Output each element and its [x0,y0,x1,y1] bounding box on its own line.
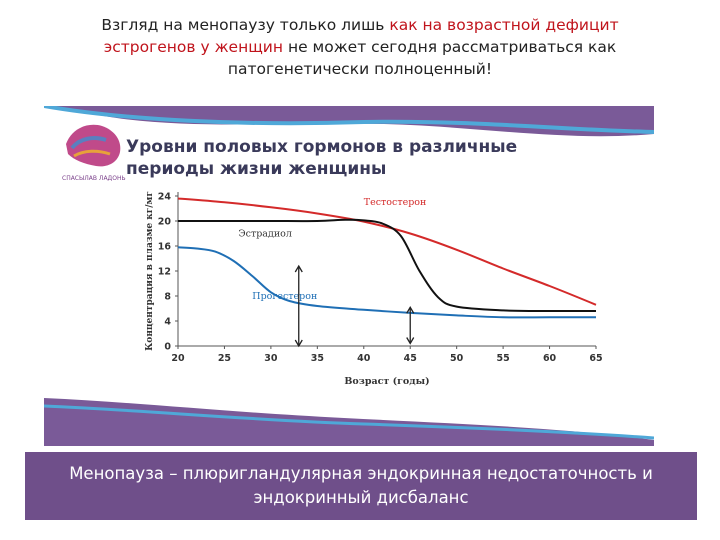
footer-banner: Менопауза – плюригландулярная эндокринна… [25,452,697,520]
series-line-0 [177,197,597,306]
top-wave-blue [44,106,654,134]
x-tick-label: 65 [589,353,602,364]
chart-svg: СПАСЫЛАВ ЛАДОНЬ Уровни половых гормонов … [44,106,654,446]
y-tick-label: 4 [164,317,171,328]
y-tick-label: 8 [164,292,171,303]
y-tick-label: 24 [158,192,172,203]
x-tick-label: 20 [171,353,185,364]
slide-title: Взгляд на менопаузу только лишь как на в… [40,14,680,80]
x-tick-label: 25 [218,353,231,364]
hand-logo: СПАСЫЛАВ ЛАДОНЬ [62,124,126,182]
chart-panel: СПАСЫЛАВ ЛАДОНЬ Уровни половых гормонов … [44,106,654,446]
x-tick-label: 45 [404,353,417,364]
x-tick-label: 30 [264,353,278,364]
double-arrow-head-bottom [294,339,303,348]
y-tick-label: 0 [164,342,171,353]
series-label-0: Тестостерон [364,197,427,208]
x-tick-label: 35 [311,353,324,364]
footer-line-1: Менопауза – плюригландулярная эндокринна… [69,464,653,483]
y-tick-label: 12 [158,267,171,278]
x-tick-label: 60 [543,353,557,364]
double-arrow-head-bottom [406,337,415,345]
x-tick-label: 50 [450,353,464,364]
y-axis-label: Концентрация в плазме кг/мг [145,191,155,351]
series-label-1: Эстрадиол [238,229,292,240]
x-tick-label: 55 [496,353,509,364]
double-arrow-head-top [406,305,415,314]
chart-heading-line-1: Уровни половых гормонов в различные [126,137,517,157]
chart-heading-line-2: периоды жизни женщины [126,159,386,179]
x-tick-label: 40 [357,353,371,364]
plot-area: 0 4 8 12 16 20 24 20 25 30 35 40 45 50 55 60 65 Возраст (… [145,191,603,387]
series-label-2: Прогестерон [252,291,317,302]
y-tick-label: 20 [158,217,172,228]
x-axis-label: Возраст (годы) [344,376,429,387]
footer-line-2: эндокринный дисбаланс [253,488,469,507]
logo-text: СПАСЫЛАВ ЛАДОНЬ [62,175,126,182]
double-arrow-head-top [294,264,303,273]
series-line-1 [177,218,597,313]
title-line-3: патогенетически полноценный! [227,60,493,78]
title-line-2: эстрогенов у женщин не может сегодня рас… [103,38,617,56]
series-line-2 [177,246,596,319]
bottom-wave-blue [44,404,654,440]
y-tick-label: 16 [158,242,172,253]
title-line-1: Взгляд на менопаузу только лишь как на в… [101,16,619,34]
